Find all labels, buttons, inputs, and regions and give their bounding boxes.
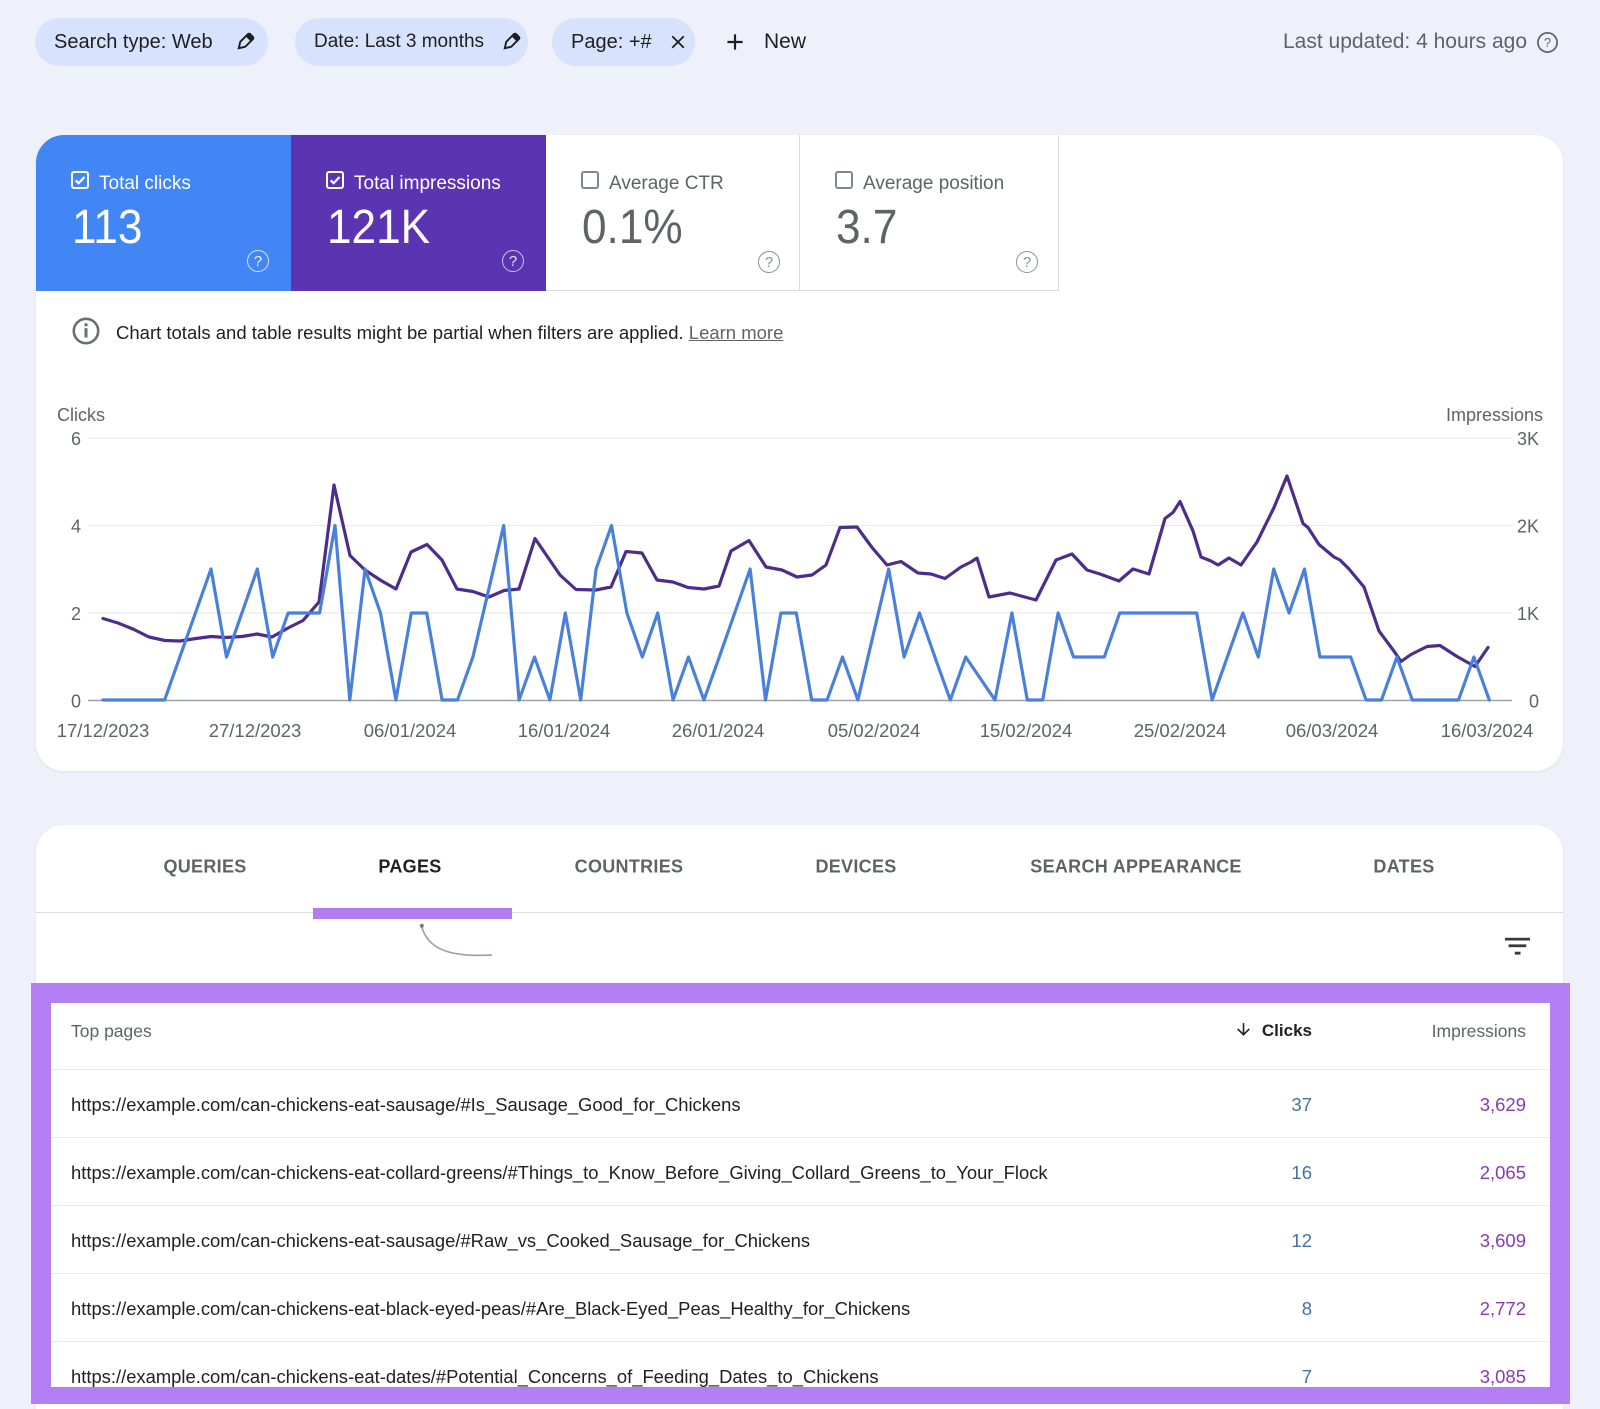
svg-text:26/01/2024: 26/01/2024 bbox=[672, 720, 765, 741]
svg-text:06/03/2024: 06/03/2024 bbox=[1286, 720, 1379, 741]
svg-text:27/12/2023: 27/12/2023 bbox=[209, 720, 302, 741]
svg-text:16/03/2024: 16/03/2024 bbox=[1441, 720, 1534, 741]
svg-text:Impressions: Impressions bbox=[1446, 405, 1543, 425]
svg-text:0: 0 bbox=[1529, 692, 1539, 712]
svg-text:0: 0 bbox=[71, 692, 81, 712]
svg-text:?: ? bbox=[1544, 35, 1551, 50]
svg-text:25/02/2024: 25/02/2024 bbox=[1134, 720, 1227, 741]
svg-text:2: 2 bbox=[71, 604, 81, 624]
svg-text:2K: 2K bbox=[1517, 517, 1539, 537]
svg-text:06/01/2024: 06/01/2024 bbox=[364, 720, 457, 741]
svg-text:1K: 1K bbox=[1517, 604, 1539, 624]
svg-text:17/12/2023: 17/12/2023 bbox=[57, 720, 150, 741]
svg-text:15/02/2024: 15/02/2024 bbox=[980, 720, 1073, 741]
svg-text:05/02/2024: 05/02/2024 bbox=[828, 720, 921, 741]
svg-text:4: 4 bbox=[71, 517, 81, 537]
svg-text:6: 6 bbox=[71, 429, 81, 449]
svg-text:3K: 3K bbox=[1517, 429, 1539, 449]
svg-text:Clicks: Clicks bbox=[57, 405, 105, 425]
svg-text:16/01/2024: 16/01/2024 bbox=[518, 720, 611, 741]
